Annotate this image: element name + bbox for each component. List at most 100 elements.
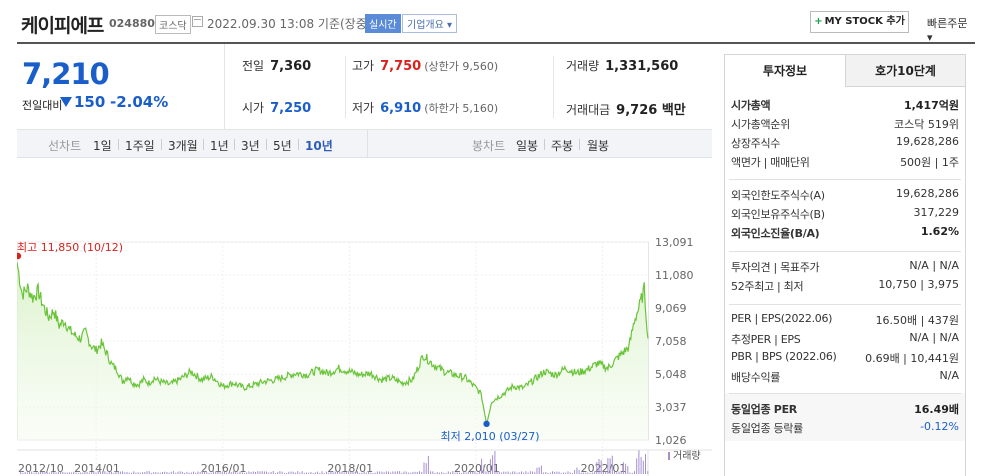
volume-bar	[534, 472, 536, 474]
company-summary-dropdown[interactable]: 기업개요 ▾	[402, 14, 457, 33]
volume-bar	[60, 471, 62, 474]
my-stock-label: MY STOCK 추가	[824, 16, 905, 27]
stat-label: 거래량	[566, 59, 600, 73]
min-point-marker	[483, 420, 490, 428]
info-row: 투자의견 | 목표주가 N/A | N/A	[731, 257, 959, 275]
volume-bar	[412, 471, 414, 474]
volume-bar	[270, 472, 272, 474]
stat-label: 전일	[242, 59, 265, 73]
volume-bar	[190, 472, 192, 474]
volume-bar	[554, 471, 556, 474]
line-chart-label[interactable]: 선차트	[48, 139, 82, 153]
volume-bar	[547, 473, 549, 474]
volume-bar	[383, 472, 385, 474]
info-key: 동일업종 PER	[731, 403, 797, 416]
volume-bar	[394, 471, 396, 474]
volume-bar	[456, 472, 458, 474]
volume-bar	[376, 471, 378, 474]
volume-bar	[631, 472, 633, 474]
info-tabs: 투자정보 호가10단계	[725, 54, 965, 87]
volume-bar	[481, 458, 483, 474]
volume-bar	[580, 472, 582, 474]
volume-bar	[585, 472, 587, 474]
tab-investment-info[interactable]: 투자정보	[725, 54, 845, 87]
stat-value: 1,331,560	[605, 59, 679, 74]
tab-candle-monthly[interactable]: 월봉	[587, 139, 610, 153]
tab-period-1d[interactable]: 1일	[93, 139, 112, 153]
volume-bar	[609, 458, 611, 474]
volume-bar	[55, 472, 57, 474]
volume-bar	[622, 462, 624, 474]
info-key: PBR | BPS (2022.06)	[731, 350, 837, 363]
volume-bar	[527, 472, 529, 474]
volume-bar	[443, 472, 445, 474]
volume-bar	[647, 471, 649, 474]
volume-bar	[374, 472, 376, 474]
stat-value: 7,250	[270, 101, 312, 116]
quick-order-dropdown[interactable]: 빠른주문 ▾	[927, 17, 968, 44]
volume-bar	[560, 472, 562, 474]
info-row: 동일업종 등락률 -0.12%	[731, 418, 959, 436]
max-label: 최고 11,850 (10/12)	[17, 241, 123, 254]
volume-bar	[381, 471, 383, 474]
divider	[298, 139, 299, 150]
info-value: 16.50배 | 437원	[875, 314, 959, 327]
tab-period-1y[interactable]: 1년	[210, 139, 229, 153]
info-row: 배당수익률 N/A	[731, 367, 959, 385]
volume-bar	[434, 472, 436, 474]
info-row: 외국인소진율(B/A) 1.62%	[731, 223, 959, 241]
volume-bar	[370, 472, 372, 474]
volume-bar	[474, 471, 476, 474]
price-chart[interactable]: 13,091 11,080 9,069 7,058 5,048 3,037 1,026 20…	[14, 158, 712, 476]
info-row: 추정PER | EPS N/A | N/A	[731, 329, 959, 347]
tab-period-1w[interactable]: 1주일	[125, 139, 155, 153]
volume-bar	[317, 471, 319, 474]
volume-bar	[66, 472, 68, 474]
tab-period-10y[interactable]: 10년	[305, 139, 333, 153]
volume-bar	[569, 472, 571, 474]
volume-bar	[379, 471, 381, 474]
candle-chart-label[interactable]: 봉차트	[472, 139, 506, 153]
volume-bar	[636, 458, 638, 474]
volume-bar	[197, 471, 199, 474]
volume-bar	[283, 472, 285, 474]
volume-bar	[472, 471, 474, 474]
volume-legend-swatch	[668, 452, 670, 460]
volume-bar	[148, 471, 150, 474]
volume-bar	[159, 472, 161, 474]
volume-bar	[350, 472, 352, 474]
volume-bar	[310, 472, 312, 474]
my-stock-add-button[interactable]: + MY STOCK 추가	[810, 11, 909, 33]
volume-bar	[131, 472, 132, 474]
volume-bar	[31, 471, 33, 474]
volume-bar	[53, 472, 55, 474]
volume-bar	[521, 471, 522, 474]
info-value: 10,750 | 3,975	[878, 278, 959, 291]
tab-candle-weekly[interactable]: 주봉	[551, 139, 574, 153]
info-row: PER | EPS(2022.06) 16.50배 | 437원	[731, 310, 959, 328]
volume-bar	[589, 472, 591, 474]
volume-bar	[29, 471, 30, 474]
tab-candle-daily[interactable]: 일봉	[516, 139, 539, 153]
tab-period-3m[interactable]: 3개월	[168, 139, 198, 153]
realtime-button[interactable]: 실시간	[365, 14, 401, 33]
tab-period-3y[interactable]: 3년	[241, 139, 260, 153]
volume-bar	[217, 471, 219, 474]
volume-bar	[133, 471, 135, 474]
tab-hoga-10[interactable]: 호가10단계	[845, 54, 965, 87]
volume-bar	[135, 472, 137, 474]
volume-bar	[627, 466, 629, 474]
tab-period-5y[interactable]: 5년	[273, 139, 292, 153]
volume-bar	[538, 467, 540, 474]
volume-bar	[512, 471, 514, 474]
volume-bar	[215, 471, 217, 474]
divider	[345, 56, 346, 118]
volume-bar	[565, 472, 567, 474]
group-divider	[729, 393, 961, 394]
volume-bar	[208, 472, 210, 474]
volume-bar	[425, 463, 427, 474]
upper-limit: (상한가 9,560)	[424, 60, 499, 73]
volume-bar	[124, 472, 126, 474]
volume-bar	[476, 472, 478, 474]
volume-bar	[294, 472, 296, 474]
